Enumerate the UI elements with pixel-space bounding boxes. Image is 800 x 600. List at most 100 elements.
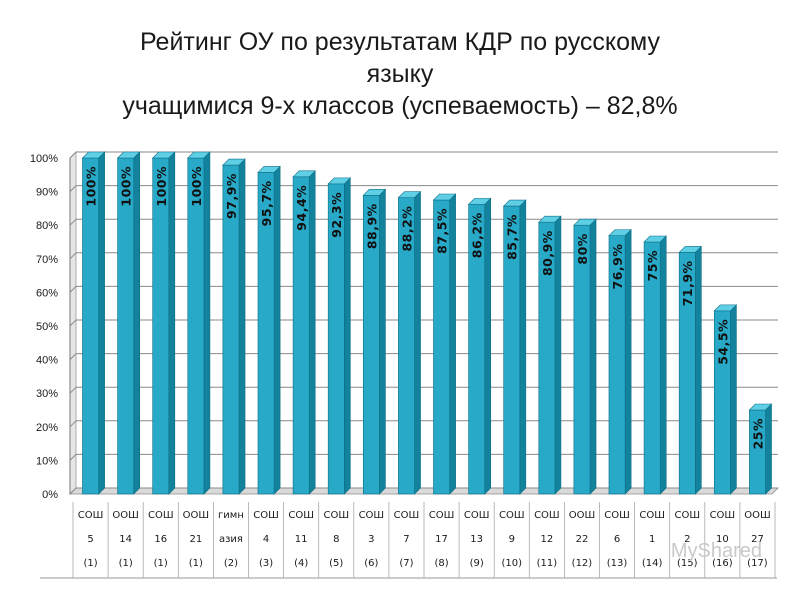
category-label-line: (7) xyxy=(399,558,413,569)
data-label: 95,7% xyxy=(259,180,274,226)
category-label-line: 22 xyxy=(576,534,589,545)
category-label-line: 4 xyxy=(263,534,269,545)
category-label-line: ООШ xyxy=(112,510,138,521)
bar-top xyxy=(608,229,632,236)
category-label-line: 3 xyxy=(368,534,374,545)
category-label-line: (1) xyxy=(119,558,133,569)
category-label-line: СОШ xyxy=(639,510,665,521)
data-label: 76,9% xyxy=(610,244,625,290)
axis-layer: 0% 10% 20% 30% 40% 50% 60% 70% 80% 90% 100% СОШ 5 (1)… xyxy=(30,153,777,579)
category-label-line: (6) xyxy=(364,558,378,569)
category-label-line: СОШ xyxy=(604,510,630,521)
data-label: 88,2% xyxy=(399,206,414,252)
chart-title-line-2: языку xyxy=(366,60,434,88)
data-label: 100% xyxy=(119,166,134,207)
chart-title-line-3: учащимися 9-х классов (успеваемость) – 8… xyxy=(122,92,678,120)
gridline-diagonal xyxy=(69,487,77,495)
category-label-line: СОШ xyxy=(253,510,279,521)
bar xyxy=(151,151,176,495)
data-label: 71,9% xyxy=(680,260,695,306)
bar-top xyxy=(151,151,176,159)
bar xyxy=(222,158,246,495)
chart-title: Рейтинг ОУ по результатам КДР по русском… xyxy=(0,26,800,122)
category-label: СОШ 16 (1) xyxy=(148,510,174,569)
bar xyxy=(327,177,352,495)
category-label-line: 2 xyxy=(684,534,690,545)
category-label-line: СОШ xyxy=(78,510,104,521)
bar-side xyxy=(344,177,351,495)
data-label: 100% xyxy=(84,166,99,207)
bar-top xyxy=(327,177,352,185)
bar xyxy=(643,235,667,495)
data-label: 75% xyxy=(645,250,660,281)
category-label-line: 17 xyxy=(435,534,448,545)
category-label-line: СОШ xyxy=(534,510,560,521)
category-label-line: СОШ xyxy=(394,510,420,521)
bar xyxy=(678,245,703,495)
bar-top xyxy=(643,235,667,243)
category-label-line: (9) xyxy=(470,558,484,569)
category-label: СОШ 6 (13) xyxy=(604,510,630,569)
category-label-line: 12 xyxy=(540,534,553,545)
gridline-diagonal xyxy=(69,252,77,260)
category-label-line: 21 xyxy=(189,534,202,545)
category-label: СОШ 11 (4) xyxy=(288,510,314,569)
bar-side xyxy=(168,151,176,495)
gridline-diagonal xyxy=(69,185,77,192)
category-label-line: (1) xyxy=(154,558,168,569)
category-label-line: (4) xyxy=(294,558,308,569)
bar-top xyxy=(222,158,246,166)
bar-side xyxy=(133,151,141,495)
y-tick-label: 20% xyxy=(36,422,58,434)
category-label-line: 1 xyxy=(649,534,655,545)
category-label-line: 6 xyxy=(614,534,620,545)
category-label-line: СОШ xyxy=(464,510,490,521)
gridline-diagonal xyxy=(69,353,77,360)
bar xyxy=(116,151,141,495)
bar xyxy=(538,215,562,495)
category-label-line: 27 xyxy=(751,534,764,545)
category-label-line: 14 xyxy=(119,534,132,545)
y-tick-label: 80% xyxy=(36,220,58,232)
bar-top xyxy=(502,199,527,207)
chart-title-line-1: Рейтинг ОУ по результатам КДР по русском… xyxy=(139,28,661,56)
y-tick-label: 10% xyxy=(36,455,58,467)
bar xyxy=(257,165,281,495)
category-label-line: СОШ xyxy=(429,510,455,521)
bar-side xyxy=(98,151,105,495)
category-label-line: 5 xyxy=(87,534,93,545)
y-tick-label: 100% xyxy=(30,153,58,165)
bar-top xyxy=(292,170,316,178)
data-label: 87,5% xyxy=(435,208,450,254)
bar xyxy=(573,218,597,495)
category-label-line: 13 xyxy=(470,534,483,545)
category-label-line: (17) xyxy=(747,558,768,569)
gridline-diagonal xyxy=(69,286,77,293)
grid-layer xyxy=(69,151,779,495)
category-label-line: СОШ xyxy=(710,510,736,521)
bar-top xyxy=(678,246,703,253)
category-label-line: (5) xyxy=(329,558,343,569)
y-tick-label: 60% xyxy=(36,287,58,299)
data-label: 94,4% xyxy=(294,185,309,231)
bar-top xyxy=(257,166,281,173)
bar-top xyxy=(748,403,773,411)
category-label-line: 8 xyxy=(333,534,339,545)
category-label-line: СОШ xyxy=(499,510,525,521)
bar-front xyxy=(187,157,205,495)
gridline-diagonal xyxy=(69,386,77,394)
category-label-line: (3) xyxy=(259,558,273,569)
y-tick-label: 50% xyxy=(36,321,58,333)
bar-top xyxy=(362,188,387,196)
category-label-line: (1) xyxy=(83,558,97,569)
data-label: 92,3% xyxy=(329,192,344,238)
data-label: 85,7% xyxy=(505,214,520,260)
bar xyxy=(362,188,387,495)
category-label: ООШ 21 (1) xyxy=(183,510,209,569)
bar xyxy=(467,197,492,495)
category-label-line: 16 xyxy=(154,534,167,545)
bar xyxy=(187,151,211,495)
data-label: 86,2% xyxy=(470,212,485,258)
gridline-diagonal xyxy=(69,319,77,327)
data-label: 88,9% xyxy=(364,203,379,249)
